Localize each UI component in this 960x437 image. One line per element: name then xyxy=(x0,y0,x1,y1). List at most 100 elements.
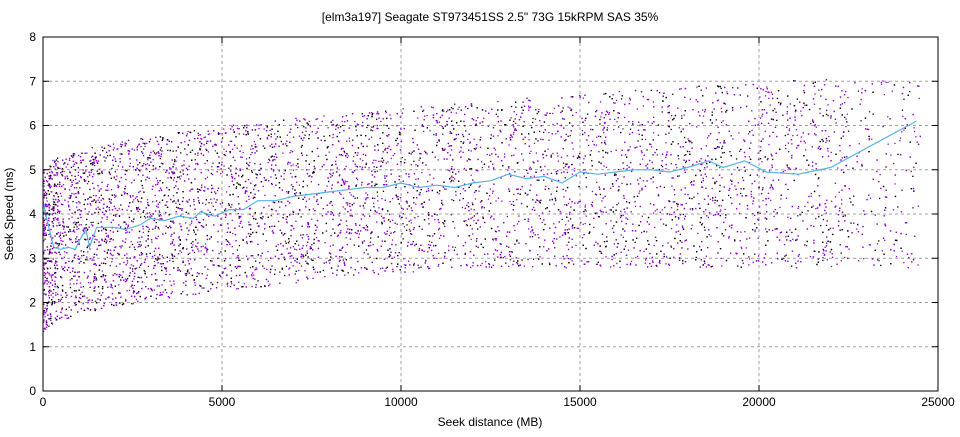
scatter-point xyxy=(141,146,142,147)
scatter-point xyxy=(143,148,144,149)
scatter-point xyxy=(559,236,560,237)
scatter-point xyxy=(836,122,837,123)
scatter-point xyxy=(472,217,473,218)
scatter-point xyxy=(903,262,904,263)
scatter-point xyxy=(258,128,259,129)
scatter-point xyxy=(815,208,816,209)
scatter-point xyxy=(365,192,366,193)
scatter-point xyxy=(292,176,293,177)
scatter-point xyxy=(659,92,660,93)
scatter-point xyxy=(185,275,186,276)
scatter-point xyxy=(180,152,181,153)
scatter-point xyxy=(513,134,514,135)
scatter-point xyxy=(776,120,777,121)
scatter-point xyxy=(70,287,71,288)
scatter-point xyxy=(586,210,587,211)
scatter-point xyxy=(626,201,627,202)
scatter-point xyxy=(153,159,154,160)
scatter-point xyxy=(893,163,894,164)
scatter-point xyxy=(643,105,644,106)
scatter-point xyxy=(271,183,272,184)
scatter-point xyxy=(557,155,558,156)
scatter-point xyxy=(574,170,575,171)
scatter-point xyxy=(47,200,48,201)
scatter-point xyxy=(537,113,538,114)
scatter-point xyxy=(451,166,452,167)
scatter-point xyxy=(366,249,367,250)
scatter-point xyxy=(194,231,195,232)
scatter-point xyxy=(619,91,620,92)
scatter-point xyxy=(192,244,193,245)
scatter-point xyxy=(71,309,72,310)
scatter-point xyxy=(906,234,907,235)
scatter-point xyxy=(454,227,455,228)
scatter-point xyxy=(374,198,375,199)
scatter-point xyxy=(563,189,564,190)
scatter-point xyxy=(712,188,713,189)
scatter-point xyxy=(73,283,74,284)
scatter-point xyxy=(684,114,685,115)
scatter-point xyxy=(674,194,675,195)
scatter-point xyxy=(422,124,423,125)
scatter-point xyxy=(89,189,90,190)
scatter-point xyxy=(233,129,234,130)
scatter-point xyxy=(293,164,294,165)
scatter-point xyxy=(44,193,45,194)
scatter-point xyxy=(78,172,79,173)
scatter-point xyxy=(248,179,249,180)
scatter-point xyxy=(549,199,550,200)
scatter-point xyxy=(188,230,189,231)
scatter-point xyxy=(586,177,587,178)
scatter-point xyxy=(174,256,175,257)
scatter-point xyxy=(185,265,186,266)
scatter-point xyxy=(543,174,544,175)
scatter-point xyxy=(88,181,89,182)
scatter-point xyxy=(161,218,162,219)
scatter-point xyxy=(568,203,569,204)
scatter-point xyxy=(537,180,538,181)
scatter-point xyxy=(741,247,742,248)
scatter-point xyxy=(147,159,148,160)
scatter-point xyxy=(51,277,52,278)
scatter-point xyxy=(605,256,606,257)
scatter-point xyxy=(205,204,206,205)
scatter-point xyxy=(45,233,46,234)
scatter-point xyxy=(329,173,330,174)
scatter-point xyxy=(442,204,443,205)
scatter-point xyxy=(139,209,140,210)
scatter-point xyxy=(138,277,139,278)
scatter-point xyxy=(153,213,154,214)
scatter-point xyxy=(703,116,704,117)
scatter-point xyxy=(853,196,854,197)
scatter-point xyxy=(192,150,193,151)
scatter-point xyxy=(539,215,540,216)
scatter-point xyxy=(631,261,632,262)
scatter-point xyxy=(706,176,707,177)
scatter-point xyxy=(254,141,255,142)
scatter-point xyxy=(596,182,597,183)
scatter-point xyxy=(292,186,293,187)
scatter-point xyxy=(613,129,614,130)
scatter-point xyxy=(246,158,247,159)
scatter-point xyxy=(462,207,463,208)
scatter-point xyxy=(537,140,538,141)
scatter-point xyxy=(431,106,432,107)
scatter-point xyxy=(79,297,80,298)
scatter-point xyxy=(347,157,348,158)
scatter-point xyxy=(198,251,199,252)
scatter-point xyxy=(105,263,106,264)
scatter-point xyxy=(361,184,362,185)
scatter-point xyxy=(60,295,61,296)
scatter-point xyxy=(754,254,755,255)
scatter-point xyxy=(670,246,671,247)
scatter-point xyxy=(765,91,766,92)
scatter-point xyxy=(548,140,549,141)
scatter-point xyxy=(255,261,256,262)
scatter-point xyxy=(721,88,722,89)
scatter-point xyxy=(58,222,59,223)
scatter-point xyxy=(720,142,721,143)
scatter-point xyxy=(903,129,904,130)
scatter-point xyxy=(453,177,454,178)
scatter-point xyxy=(91,156,92,157)
scatter-point xyxy=(69,171,70,172)
